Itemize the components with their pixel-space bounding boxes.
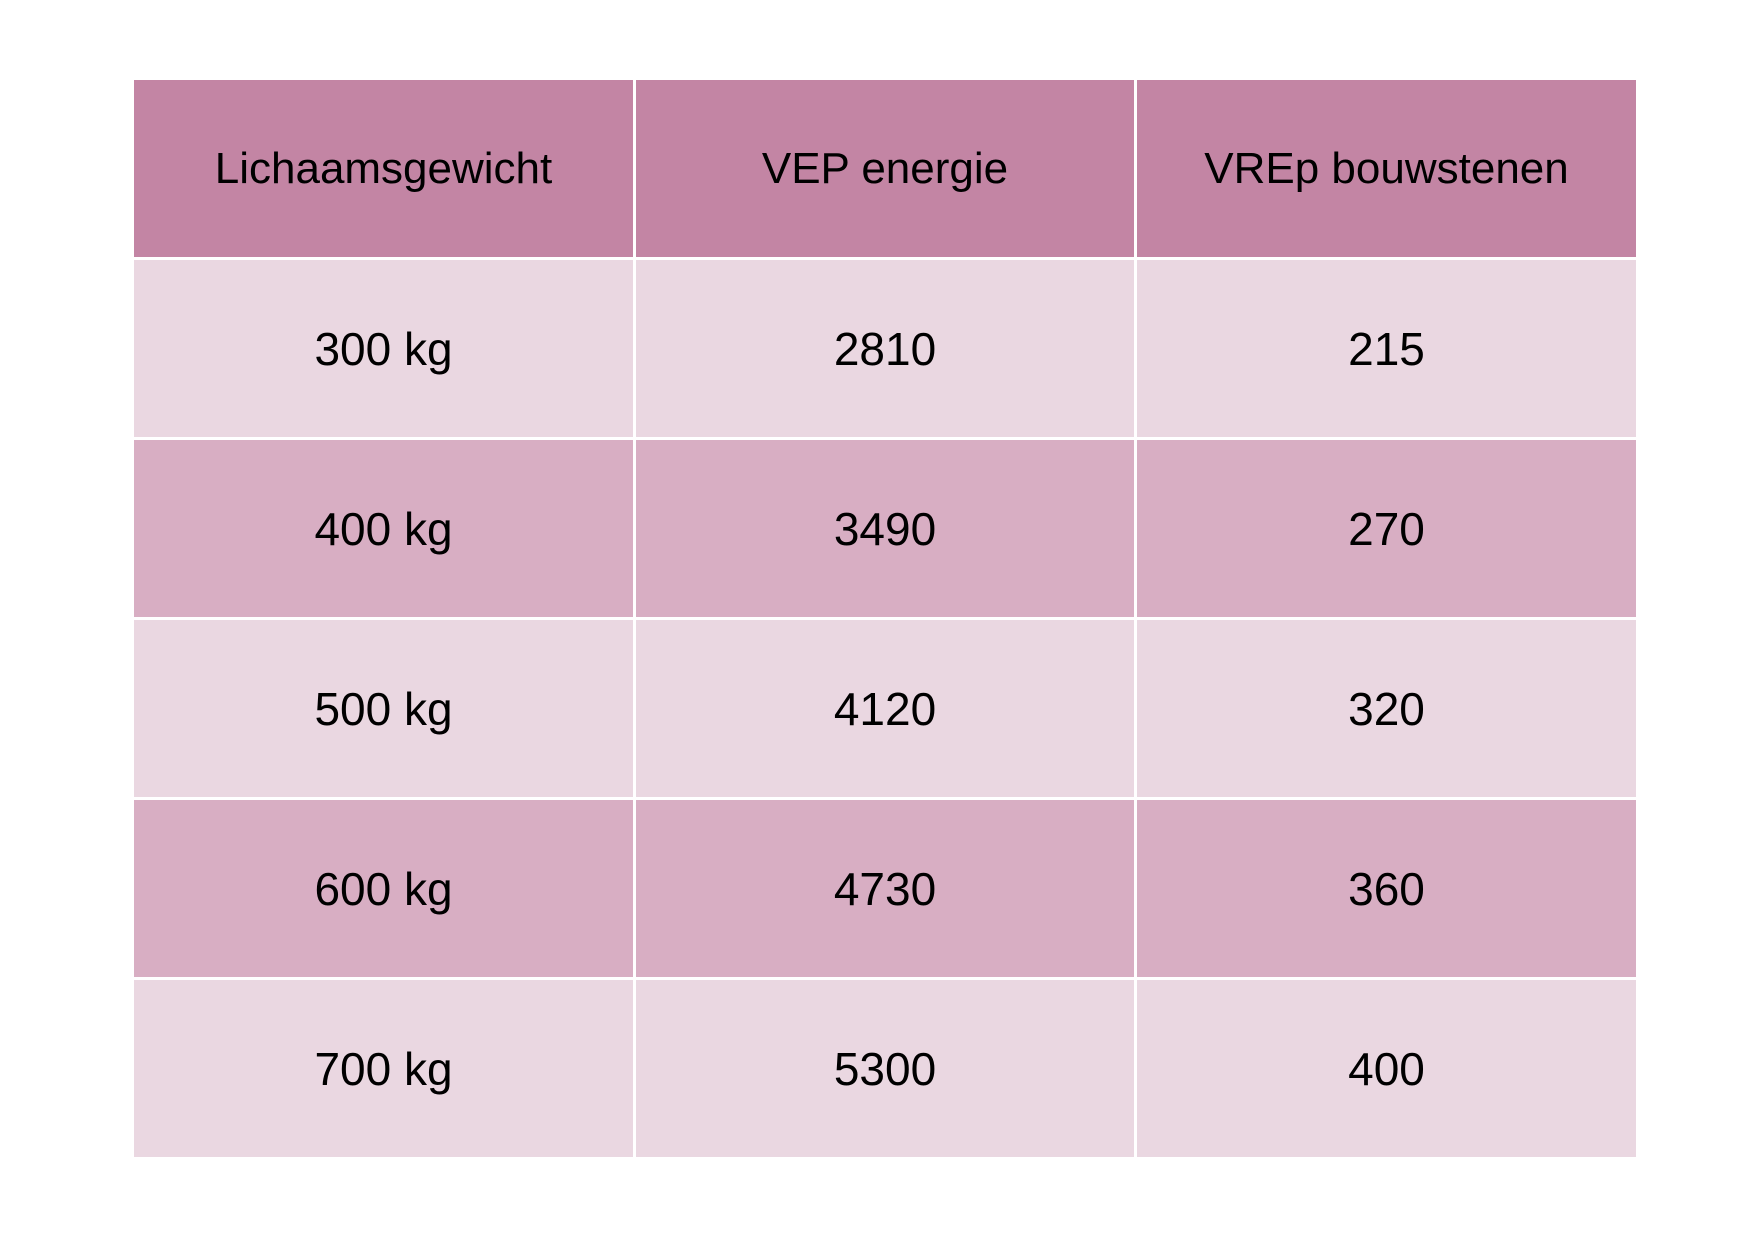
- table-cell: 300 kg: [134, 260, 633, 437]
- table-cell: 700 kg: [134, 980, 633, 1157]
- table-cell: 500 kg: [134, 620, 633, 797]
- table-cell: 320: [1137, 620, 1636, 797]
- header-cell-vep: VEP energie: [636, 80, 1134, 257]
- table-cell: 400: [1137, 980, 1636, 1157]
- table-cell: 270: [1137, 440, 1636, 617]
- table-cell: 3490: [636, 440, 1134, 617]
- table-cell: 2810: [636, 260, 1134, 437]
- table-cell: 5300: [636, 980, 1134, 1157]
- table-cell: 4730: [636, 800, 1134, 977]
- header-cell-vrep: VREp bouwstenen: [1137, 80, 1636, 257]
- table-cell: 400 kg: [134, 440, 633, 617]
- table-cell: 360: [1137, 800, 1636, 977]
- header-cell-weight: Lichaamsgewicht: [134, 80, 633, 257]
- feeding-table: Lichaamsgewicht VEP energie VREp bouwste…: [134, 80, 1636, 1157]
- table-cell: 4120: [636, 620, 1134, 797]
- table-cell: 215: [1137, 260, 1636, 437]
- table-cell: 600 kg: [134, 800, 633, 977]
